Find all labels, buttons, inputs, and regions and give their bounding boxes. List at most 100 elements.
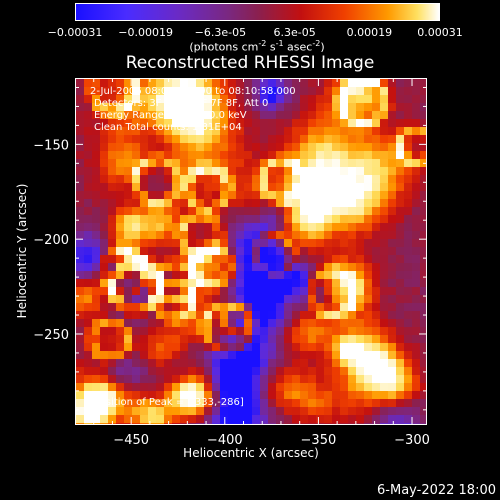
heatmap-cell: [292, 327, 301, 336]
heatmap-cell: [356, 111, 365, 120]
heatmap-cell: [316, 215, 325, 224]
heatmap-cell: [284, 303, 293, 312]
heatmap-cell: [308, 415, 317, 424]
heatmap-cell: [196, 175, 205, 184]
heatmap-cell: [348, 271, 357, 280]
heatmap-cell: [204, 79, 213, 88]
heatmap-cell: [268, 271, 277, 280]
heatmap-cell: [116, 127, 125, 136]
heatmap-cell: [84, 303, 93, 312]
heatmap-cell: [244, 231, 253, 240]
heatmap-cell: [180, 135, 189, 144]
heatmap-cell: [204, 351, 213, 360]
heatmap-cell: [196, 223, 205, 232]
heatmap-cell: [332, 239, 341, 248]
heatmap-cell: [172, 415, 181, 424]
heatmap-cell: [404, 279, 413, 288]
heatmap-cell: [340, 319, 349, 328]
heatmap-cell: [212, 231, 221, 240]
heatmap-cell: [404, 263, 413, 272]
heatmap-cell: [364, 383, 373, 392]
heatmap-cell: [332, 335, 341, 344]
heatmap-cell: [124, 183, 133, 192]
heatmap-cell: [164, 415, 173, 424]
heatmap-cell: [204, 103, 213, 112]
heatmap-cell: [84, 183, 93, 192]
heatmap-cell: [252, 367, 261, 376]
heatmap-cell: [244, 223, 253, 232]
heatmap-cell: [324, 263, 333, 272]
heatmap-cell: [244, 111, 253, 120]
heatmap-cell: [276, 167, 285, 176]
heatmap-cell: [228, 255, 237, 264]
heatmap-cell: [292, 247, 301, 256]
heatmap-cell: [220, 255, 229, 264]
heatmap-cell: [372, 303, 381, 312]
heatmap-cell: [308, 95, 317, 104]
heatmap-cell: [76, 111, 85, 120]
heatmap-cell: [356, 119, 365, 128]
heatmap-cell: [76, 359, 85, 368]
heatmap-cell: [260, 199, 269, 208]
heatmap-cell: [140, 159, 149, 168]
heatmap-cell: [148, 183, 157, 192]
heatmap-cell: [292, 335, 301, 344]
heatmap-cell: [340, 351, 349, 360]
heatmap-cell: [388, 367, 397, 376]
heatmap-cell: [220, 191, 229, 200]
heatmap-cell: [236, 111, 245, 120]
heatmap-cell: [308, 423, 317, 424]
heatmap-cell: [164, 207, 173, 216]
heatmap-cell: [404, 223, 413, 232]
heatmap-cell: [212, 215, 221, 224]
heatmap-cell: [236, 343, 245, 352]
heatmap-cell: [284, 151, 293, 160]
heatmap-cell: [116, 175, 125, 184]
heatmap-cell: [220, 407, 229, 416]
heatmap-cell: [124, 175, 133, 184]
heatmap-cell: [380, 343, 389, 352]
heatmap-cell: [276, 415, 285, 424]
heatmap-cell: [172, 255, 181, 264]
heatmap-cell: [332, 143, 341, 152]
heatmap-cell: [276, 247, 285, 256]
heatmap-cell: [332, 231, 341, 240]
heatmap-cell: [324, 407, 333, 416]
heatmap-cell: [356, 423, 365, 424]
heatmap-cell: [148, 391, 157, 400]
heatmap-cell: [140, 223, 149, 232]
heatmap-cell: [292, 207, 301, 216]
heatmap-cell: [132, 87, 141, 96]
heatmap-cell: [220, 103, 229, 112]
heatmap-cell: [260, 359, 269, 368]
heatmap-cell: [156, 319, 165, 328]
heatmap-cell: [268, 151, 277, 160]
heatmap-cell: [364, 295, 373, 304]
heatmap-cell: [372, 399, 381, 408]
heatmap-cell: [356, 351, 365, 360]
heatmap-cell: [388, 231, 397, 240]
heatmap-cell: [76, 415, 85, 424]
heatmap-cell: [156, 327, 165, 336]
heatmap-cell: [252, 247, 261, 256]
heatmap-cell: [292, 215, 301, 224]
heatmap-cell: [212, 223, 221, 232]
heatmap-cell: [260, 295, 269, 304]
heatmap-cell: [308, 231, 317, 240]
heatmap-cell: [252, 327, 261, 336]
heatmap-cell: [316, 247, 325, 256]
heatmap-cell: [204, 383, 213, 392]
heatmap-cell: [84, 127, 93, 136]
heatmap-cell: [156, 375, 165, 384]
heatmap-cell: [268, 287, 277, 296]
heatmap-cell: [228, 287, 237, 296]
heatmap-cell: [196, 311, 205, 320]
heatmap-cell: [388, 351, 397, 360]
heatmap-cell: [420, 423, 426, 424]
heatmap-cell: [204, 151, 213, 160]
heatmap-cell: [204, 231, 213, 240]
heatmap-cell: [372, 279, 381, 288]
heatmap-cell: [220, 231, 229, 240]
heatmap-cell: [404, 159, 413, 168]
heatmap-cell: [252, 375, 261, 384]
